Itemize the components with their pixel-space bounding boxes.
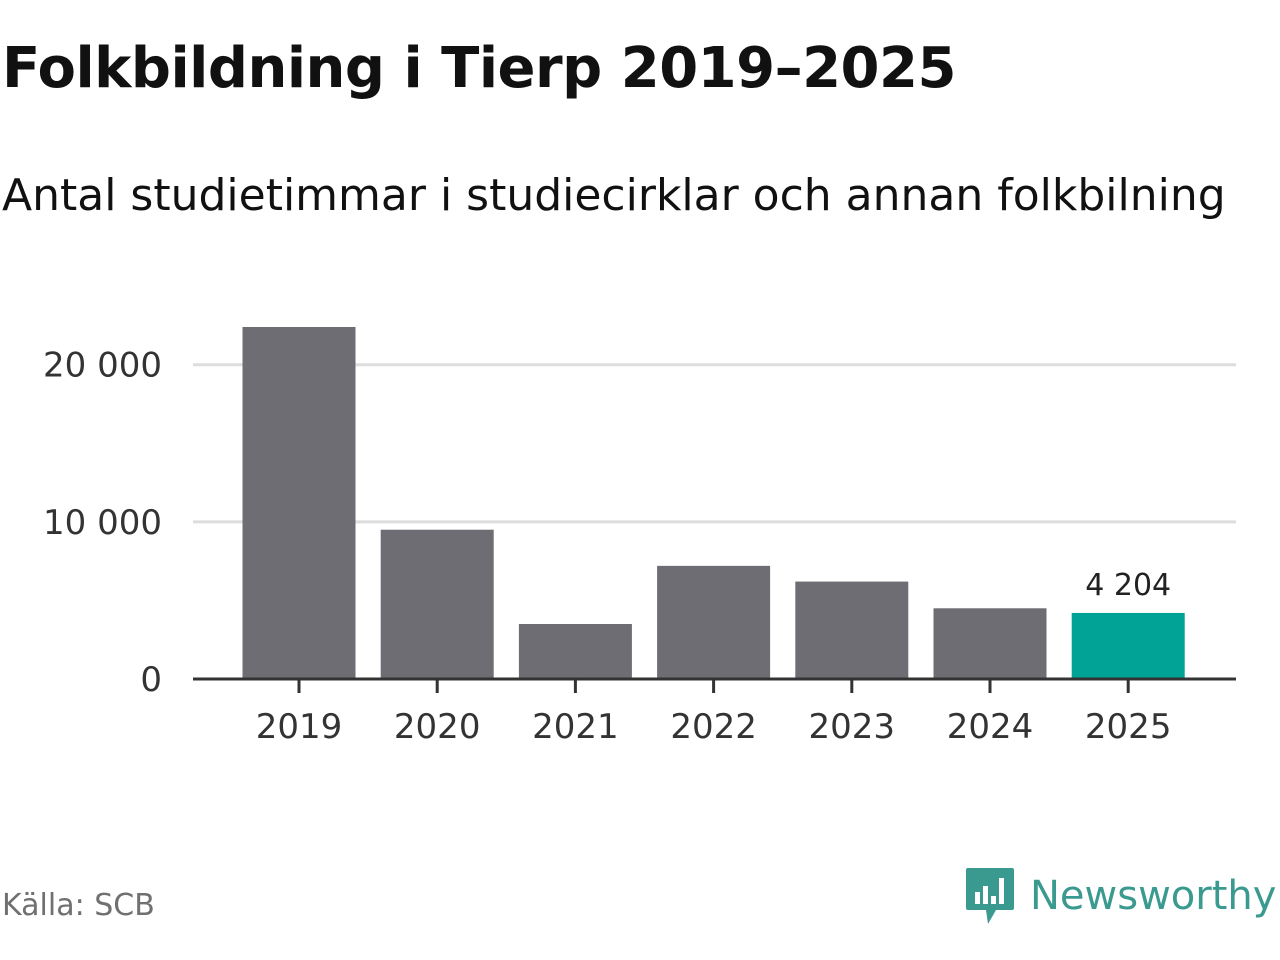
data-labels: 4 204: [1085, 568, 1171, 603]
x-tick-label: 2021: [532, 707, 619, 747]
y-tick-label: 10 000: [43, 503, 162, 543]
x-tick-label: 2024: [947, 707, 1034, 747]
bar-2022: [657, 565, 771, 679]
bar-2024: [933, 608, 1047, 679]
y-tick-label: 20 000: [43, 346, 162, 386]
bar-2019: [242, 327, 356, 679]
y-tick-label: 0: [140, 660, 162, 700]
chart-subtitle: Antal studietimmar i studiecirklar och a…: [2, 170, 1226, 221]
brand-logo: Newsworthy: [964, 864, 1276, 928]
source-note: Källa: SCB: [2, 888, 155, 923]
newsworthy-logo-icon: [966, 868, 1014, 924]
bar-2023: [795, 581, 909, 679]
data-label: 4 204: [1085, 568, 1171, 603]
bar-2025: [1071, 612, 1185, 679]
x-tick-label: 2020: [394, 707, 481, 747]
bar-2020: [380, 529, 494, 679]
chart-title: Folkbildning i Tierp 2019–2025: [2, 36, 956, 101]
x-tick-label: 2023: [809, 707, 896, 747]
gridlines: [193, 363, 1236, 524]
x-tick-label: 2025: [1085, 707, 1172, 747]
y-axis-ticks: 0 10 000 20 000: [43, 346, 162, 700]
x-axis-ticks: 2019 2020 2021 2022 2023 2024 2025: [256, 679, 1172, 747]
bars: [242, 327, 1185, 679]
bar-2021: [518, 624, 632, 679]
x-tick-label: 2022: [670, 707, 757, 747]
brand-name: Newsworthy: [1030, 873, 1277, 919]
x-tick-label: 2019: [256, 707, 343, 747]
